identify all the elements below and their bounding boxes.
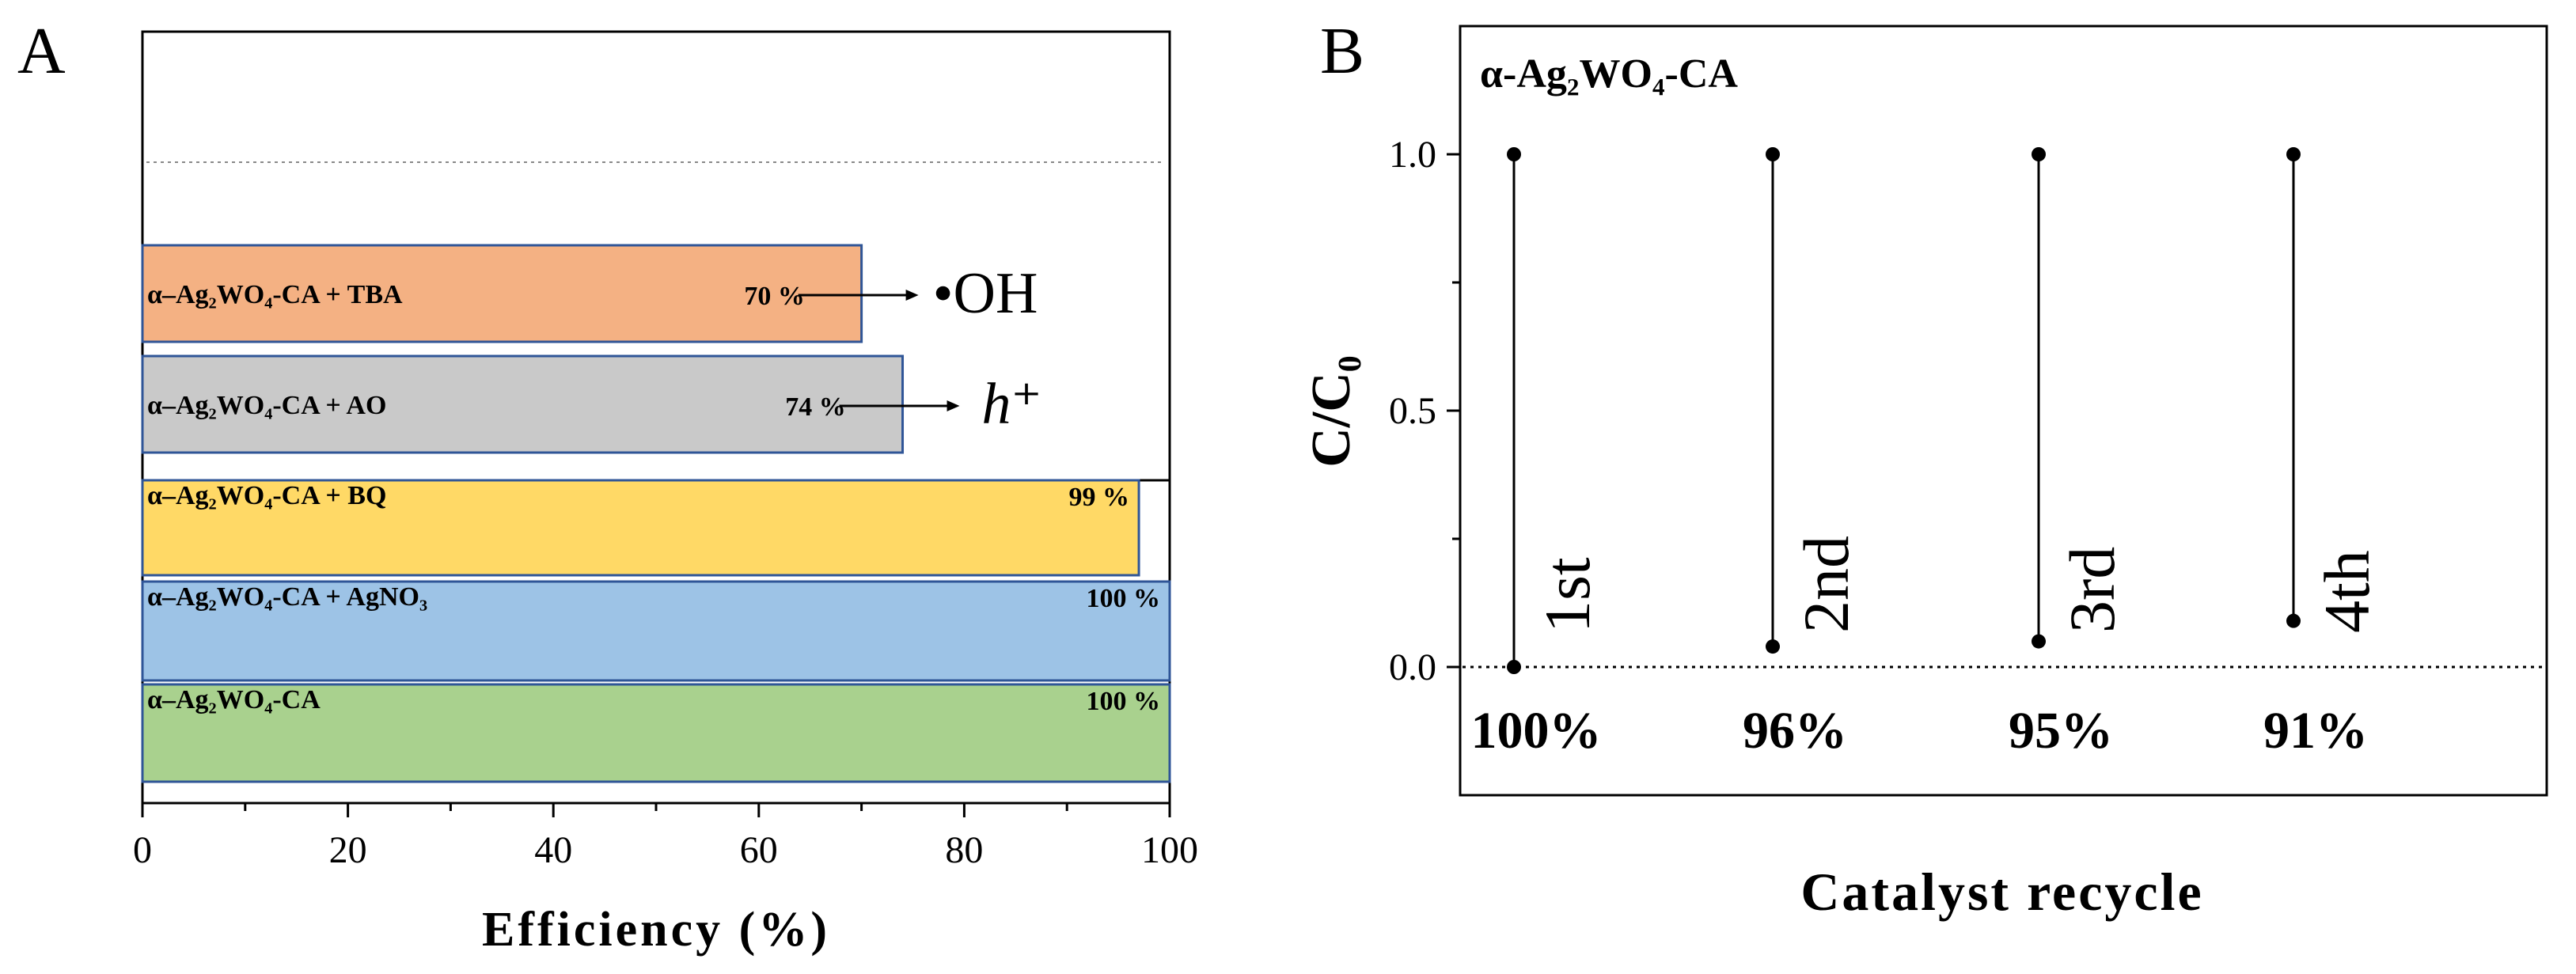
cycle-efficiency-label: 91% bbox=[2263, 702, 2368, 760]
y-tick-label: 0.5 bbox=[1389, 390, 1436, 432]
panel-b-y-axis-label: C/C₀ bbox=[1301, 355, 1362, 468]
panel-b-title: α-Ag₂WO₄-CA bbox=[1480, 51, 1738, 97]
annotation-arrow-head bbox=[905, 290, 919, 301]
bar-category-label: α–Ag₂WO₄-CA + AgNO₃ bbox=[147, 582, 427, 612]
bar bbox=[141, 683, 1171, 783]
bar-group: α–Ag₂WO₄-CA + AgNO₃ 100 % bbox=[141, 580, 1171, 682]
start-point bbox=[2032, 147, 2046, 161]
bar-value-label: 74 % bbox=[785, 392, 846, 422]
panel-a-label: A bbox=[17, 14, 66, 88]
bar bbox=[141, 354, 905, 454]
panel-a: A α–Ag₂WO₄-CA + TBA 70 % •OHα–Ag₂WO₄-CA + … bbox=[17, 14, 1198, 957]
bar-group: α–Ag₂WO₄-CA + BQ 99 % bbox=[141, 479, 1140, 577]
bar bbox=[141, 580, 1171, 682]
bar-group: α–Ag₂WO₄-CA + AO 74 % h⁺ bbox=[141, 354, 1042, 454]
bar bbox=[141, 244, 863, 343]
end-point bbox=[2286, 613, 2301, 628]
panel-b: B α-Ag₂WO₄-CA 0.0 0.5 1.0 1st 100% 2nd 96% 3rd… bbox=[1301, 14, 2548, 922]
bar-value-label: 100 % bbox=[1087, 687, 1161, 716]
x-tick-label: 0 bbox=[133, 829, 152, 871]
panel-b-frame bbox=[1459, 25, 2548, 797]
bar-value-label: 100 % bbox=[1087, 584, 1161, 613]
cycle-order-label: 2nd bbox=[1790, 536, 1862, 633]
cycle-series: 4th 91% bbox=[2263, 147, 2383, 760]
bar-category-label: α–Ag₂WO₄-CA + TBA bbox=[147, 280, 403, 309]
x-tick-label: 20 bbox=[329, 829, 367, 871]
scavenger-annotation: h⁺ bbox=[982, 372, 1042, 437]
cycle-series: 1st 100% bbox=[1471, 147, 1603, 760]
bar-value-label: 99 % bbox=[1069, 483, 1130, 512]
bar-value-label: 70 % bbox=[744, 282, 805, 311]
y-tick-label: 1.0 bbox=[1389, 134, 1436, 176]
cycle-series: 2nd 96% bbox=[1743, 147, 1862, 760]
x-tick-label: 80 bbox=[945, 829, 983, 871]
start-point bbox=[2286, 147, 2301, 161]
x-tick-label: 100 bbox=[1141, 829, 1198, 871]
cycle-efficiency-label: 100% bbox=[1471, 702, 1602, 760]
panel-b-x-axis-label: Catalyst recycle bbox=[1800, 862, 2203, 922]
cycle-order-label: 1st bbox=[1531, 557, 1603, 633]
panel-a-x-axis-label: Efficiency (%) bbox=[482, 903, 830, 957]
start-point bbox=[1507, 147, 1521, 161]
cycle-efficiency-label: 96% bbox=[1743, 702, 1847, 760]
scavenger-annotation: •OH bbox=[933, 261, 1038, 326]
start-point bbox=[1766, 147, 1780, 161]
bar bbox=[141, 479, 1140, 577]
cycle-order-label: 3rd bbox=[2056, 547, 2128, 633]
cycle-order-label: 4th bbox=[2311, 550, 2383, 633]
x-tick-label: 40 bbox=[534, 829, 572, 871]
bar-category-label: α–Ag₂WO₄-CA + AO bbox=[147, 391, 386, 420]
cycle-efficiency-label: 95% bbox=[2009, 702, 2113, 760]
bar-group: α–Ag₂WO₄-CA 100 % bbox=[141, 683, 1171, 783]
bar-category-label: α–Ag₂WO₄-CA + BQ bbox=[147, 481, 386, 510]
bar-group: α–Ag₂WO₄-CA + TBA 70 % •OH bbox=[141, 244, 1038, 343]
panel-b-label: B bbox=[1320, 14, 1364, 88]
bar-category-label: α–Ag₂WO₄-CA bbox=[147, 685, 321, 714]
y-tick-label: 0.0 bbox=[1389, 646, 1436, 688]
end-point bbox=[1507, 660, 1521, 674]
cycle-series: 3rd 95% bbox=[2009, 147, 2128, 760]
annotation-arrow-head bbox=[947, 400, 960, 411]
end-point bbox=[2032, 634, 2046, 649]
end-point bbox=[1766, 639, 1780, 654]
x-tick-label: 60 bbox=[740, 829, 778, 871]
